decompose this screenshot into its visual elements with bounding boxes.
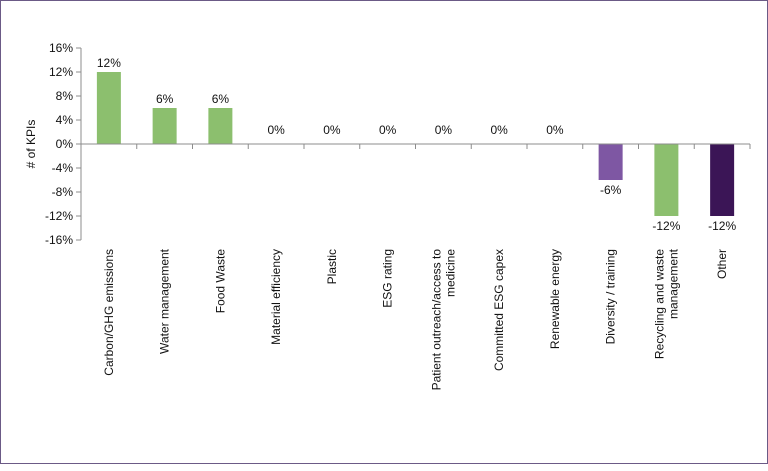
category-label-3: Material efficiency: [269, 249, 283, 345]
bar-9: [598, 144, 623, 180]
y-tick-label: -12%: [45, 209, 73, 223]
y-tick-label: 16%: [49, 41, 73, 55]
category-label-line: management: [666, 248, 680, 319]
y-tick-label: -4%: [52, 161, 74, 175]
category-label-line: Material efficiency: [269, 249, 283, 345]
category-label-line: Water management: [158, 248, 172, 354]
y-tick-label: -8%: [52, 185, 74, 199]
bar-1: [152, 108, 177, 144]
data-label-0: 12%: [97, 56, 121, 70]
y-tick-label: -16%: [45, 233, 73, 247]
data-label-8: 0%: [546, 123, 564, 137]
data-label-11: -12%: [708, 219, 736, 233]
data-label-10: -12%: [652, 219, 680, 233]
category-label-11: Other: [715, 249, 729, 279]
category-label-4: Plastic: [325, 249, 339, 284]
category-label-7: Committed ESG capex: [492, 249, 506, 371]
category-label-line: Plastic: [325, 249, 339, 284]
category-label-6: Patient outreach/access tomedicine: [429, 249, 457, 391]
bar-2: [208, 108, 233, 144]
y-tick-label: 12%: [49, 65, 73, 79]
data-label-7: 0%: [490, 123, 508, 137]
category-label-line: Renewable energy: [548, 249, 562, 349]
category-label-2: Food Waste: [213, 249, 227, 314]
category-label-1: Water management: [158, 248, 172, 354]
y-tick-label: 8%: [56, 89, 74, 103]
category-label-9: Diversity / training: [604, 249, 618, 344]
y-tick-label: 0%: [56, 137, 74, 151]
bar-10: [654, 144, 679, 216]
category-label-10: Recycling and wastemanagement: [652, 248, 680, 359]
data-label-3: 0%: [267, 123, 285, 137]
data-label-4: 0%: [323, 123, 341, 137]
data-label-9: -6%: [600, 183, 622, 197]
category-label-line: Diversity / training: [604, 249, 618, 344]
category-label-0: Carbon/GHG emissions: [102, 249, 116, 376]
category-label-line: Food Waste: [213, 249, 227, 314]
category-label-5: ESG rating: [381, 249, 395, 308]
data-label-1: 6%: [156, 92, 174, 106]
y-tick-label: 4%: [56, 113, 74, 127]
category-label-line: Committed ESG capex: [492, 249, 506, 371]
category-label-line: Recycling and waste: [652, 249, 666, 359]
category-label-line: medicine: [443, 249, 457, 297]
y-axis-title: # of KPIs: [24, 120, 38, 169]
bar-0: [96, 72, 121, 144]
data-label-6: 0%: [435, 123, 453, 137]
bar-11: [710, 144, 735, 216]
category-label-8: Renewable energy: [548, 249, 562, 349]
category-label-line: Patient outreach/access to: [429, 249, 443, 391]
category-label-line: Other: [715, 249, 729, 279]
data-label-5: 0%: [379, 123, 397, 137]
data-label-2: 6%: [212, 92, 230, 106]
category-label-line: ESG rating: [381, 249, 395, 308]
category-label-line: Carbon/GHG emissions: [102, 249, 116, 376]
